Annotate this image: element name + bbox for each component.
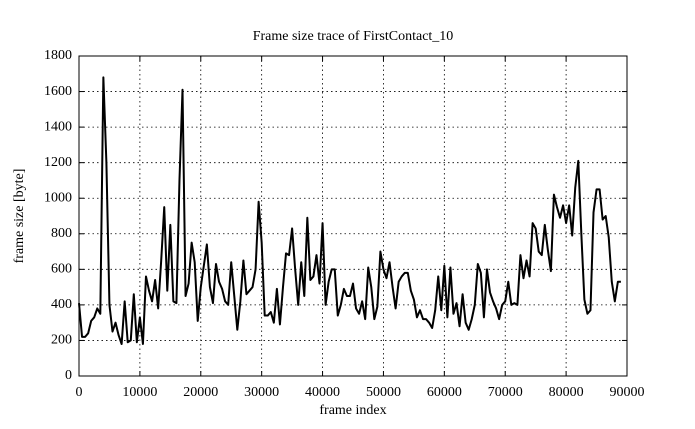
x-tick-label: 90000 <box>610 385 645 400</box>
x-tick-label: 70000 <box>488 385 523 400</box>
y-tick-label: 200 <box>51 333 72 348</box>
data-line <box>78 76 621 345</box>
y-tick-label: 1000 <box>44 190 72 205</box>
chart-title: Frame size trace of FirstContact_10 <box>253 29 454 44</box>
x-tick-label: 10000 <box>122 385 157 400</box>
x-tick-label: 30000 <box>244 385 279 400</box>
x-tick-label: 80000 <box>549 385 584 400</box>
x-tick-label: 60000 <box>427 385 462 400</box>
y-tick-label: 800 <box>51 226 72 241</box>
y-tick-label: 400 <box>51 297 72 312</box>
x-tick-label: 40000 <box>305 385 340 400</box>
y-tick-label: 1800 <box>44 48 72 63</box>
y-tick-label: 600 <box>51 262 72 277</box>
x-tick-label: 0 <box>76 385 83 400</box>
y-tick-label: 1600 <box>44 84 72 99</box>
y-axis-label: frame size [byte] <box>12 169 27 264</box>
y-tick-label: 1400 <box>44 119 72 134</box>
x-tick-label: 20000 <box>183 385 218 400</box>
plot-frame <box>78 55 628 377</box>
x-tick-label: 50000 <box>366 385 401 400</box>
y-tick-label: 1200 <box>44 155 72 170</box>
x-axis-label: frame index <box>319 403 386 418</box>
y-tick-label: 0 <box>65 368 72 383</box>
